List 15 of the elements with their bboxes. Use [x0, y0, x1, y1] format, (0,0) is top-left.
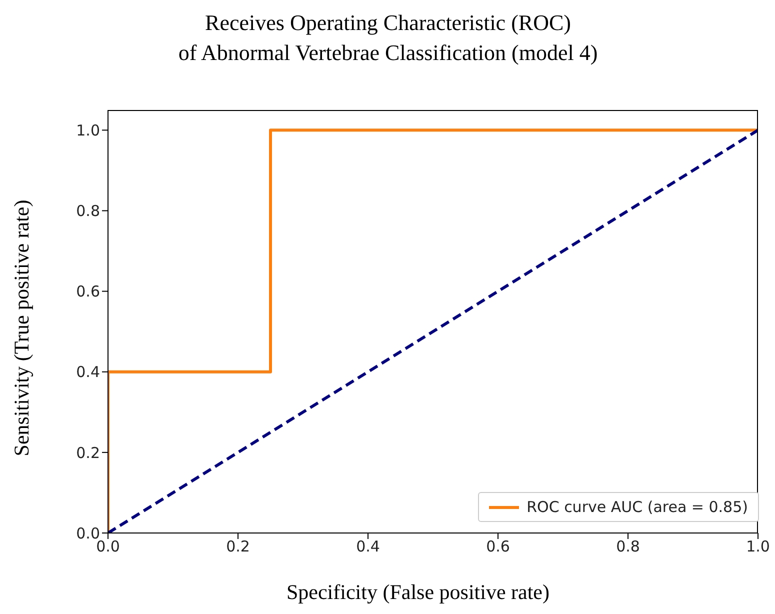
y-tick-label: 0.2	[76, 444, 100, 462]
y-axis-title: Sensitivity (True positive rate)	[10, 200, 34, 456]
x-tick-label: 1.0	[746, 538, 770, 556]
chart-title: Receives Operating Characteristic (ROC) of Abnormal Vertebrae Classification (model 4)	[177, 9, 599, 67]
x-tick-label: 0.0	[96, 538, 120, 556]
y-tick-label: 0.4	[76, 363, 100, 382]
y-tick-label: 1.0	[76, 121, 100, 140]
x-tick-label: 0.4	[356, 538, 380, 556]
y-tick-label: 0.8	[76, 202, 100, 220]
x-tick-label: 0.8	[616, 538, 640, 556]
legend-label: ROC curve AUC (area = 0.85)	[526, 498, 748, 516]
x-axis-title: Specificity (False positive rate)	[285, 580, 550, 605]
y-tick-label: 0.6	[76, 282, 100, 301]
x-tick-label: 0.2	[226, 538, 250, 556]
x-tick-label: 0.6	[486, 538, 510, 556]
